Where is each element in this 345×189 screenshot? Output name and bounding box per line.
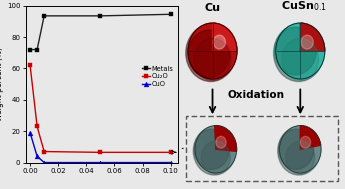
Legend: Metals, Cu₂O, CuO: Metals, Cu₂O, CuO <box>141 65 174 88</box>
Circle shape <box>195 126 237 173</box>
Cu₂O <box>98 151 102 153</box>
Circle shape <box>282 38 319 80</box>
Circle shape <box>274 24 324 81</box>
Metals <box>28 48 32 51</box>
Y-axis label: Weight percent (%): Weight percent (%) <box>0 47 4 121</box>
Wedge shape <box>215 126 237 151</box>
Circle shape <box>301 35 313 49</box>
Circle shape <box>276 23 325 79</box>
Circle shape <box>213 35 226 49</box>
Circle shape <box>286 141 315 174</box>
Circle shape <box>194 38 231 80</box>
Circle shape <box>193 127 236 175</box>
Circle shape <box>194 129 229 169</box>
Circle shape <box>279 126 321 173</box>
Circle shape <box>188 30 230 78</box>
Text: CuSn$_{0.1}$: CuSn$_{0.1}$ <box>281 0 326 13</box>
Circle shape <box>188 23 237 79</box>
Circle shape <box>216 136 226 148</box>
Line: CuO: CuO <box>28 130 173 165</box>
Metals <box>42 15 46 17</box>
Line: Cu₂O: Cu₂O <box>28 63 173 155</box>
CuO <box>98 161 102 164</box>
Line: Metals: Metals <box>28 12 173 52</box>
Circle shape <box>278 129 314 169</box>
Cu₂O <box>169 151 173 153</box>
Circle shape <box>186 24 236 81</box>
Text: Oxidation: Oxidation <box>228 90 285 99</box>
Circle shape <box>278 127 320 175</box>
Metals <box>169 13 173 15</box>
Cu₂O <box>35 125 39 128</box>
Cu₂O <box>28 64 32 66</box>
Circle shape <box>201 141 230 174</box>
Metals <box>35 48 39 51</box>
Wedge shape <box>213 23 237 51</box>
CuO <box>42 161 46 164</box>
Wedge shape <box>300 23 325 51</box>
Circle shape <box>275 27 316 75</box>
Metals <box>98 15 102 17</box>
Cu₂O <box>42 150 46 153</box>
CuO <box>169 161 173 164</box>
Wedge shape <box>300 126 321 149</box>
Circle shape <box>300 136 310 148</box>
CuO <box>28 132 32 134</box>
CuO <box>35 155 39 157</box>
Text: Cu: Cu <box>205 3 220 13</box>
